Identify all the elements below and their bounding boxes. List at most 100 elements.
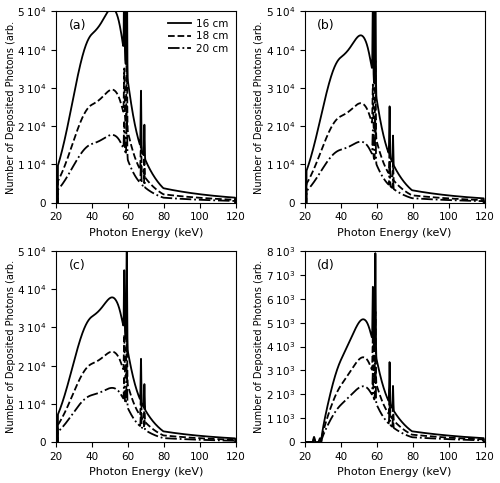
16 cm <box>138 393 144 398</box>
18 cm <box>130 398 136 404</box>
18 cm <box>124 38 130 44</box>
20 cm <box>432 197 438 202</box>
Text: (b): (b) <box>318 19 335 32</box>
X-axis label: Photon Energy (keV): Photon Energy (keV) <box>89 468 203 477</box>
18 cm <box>378 155 384 161</box>
18 cm <box>53 439 59 445</box>
16 cm <box>378 373 384 379</box>
16 cm <box>228 194 234 200</box>
Line: 20 cm: 20 cm <box>304 356 484 442</box>
16 cm <box>233 200 239 206</box>
16 cm <box>476 195 482 201</box>
16 cm <box>218 435 224 440</box>
18 cm <box>302 439 308 445</box>
16 cm <box>302 200 308 206</box>
18 cm <box>184 194 190 199</box>
18 cm <box>233 200 239 206</box>
20 cm <box>302 439 308 445</box>
18 cm <box>218 436 224 442</box>
20 cm <box>184 436 190 442</box>
18 cm <box>228 197 234 202</box>
20 cm <box>432 436 438 441</box>
18 cm <box>432 195 438 200</box>
18 cm <box>372 309 378 314</box>
16 cm <box>184 189 190 195</box>
Text: (a): (a) <box>68 19 86 32</box>
16 cm <box>53 439 59 445</box>
18 cm <box>138 163 144 169</box>
16 cm <box>128 104 134 110</box>
20 cm <box>130 170 136 175</box>
18 cm <box>387 408 393 414</box>
Line: 16 cm: 16 cm <box>304 0 484 203</box>
16 cm <box>124 232 130 238</box>
20 cm <box>476 437 482 443</box>
18 cm <box>467 197 473 202</box>
Line: 18 cm: 18 cm <box>304 312 484 442</box>
20 cm <box>476 198 482 204</box>
20 cm <box>184 196 190 202</box>
18 cm <box>482 200 488 206</box>
18 cm <box>476 436 482 442</box>
Y-axis label: Number of Deposited Photons (arb.: Number of Deposited Photons (arb. <box>254 21 264 194</box>
18 cm <box>378 151 384 156</box>
18 cm <box>482 439 488 445</box>
16 cm <box>378 117 384 123</box>
20 cm <box>387 180 393 186</box>
20 cm <box>218 438 224 443</box>
16 cm <box>138 137 144 143</box>
Line: 20 cm: 20 cm <box>56 365 236 442</box>
20 cm <box>124 103 130 109</box>
18 cm <box>184 435 190 440</box>
18 cm <box>378 393 384 399</box>
20 cm <box>467 437 473 443</box>
20 cm <box>372 354 378 359</box>
Line: 16 cm: 16 cm <box>304 253 484 442</box>
18 cm <box>130 149 136 155</box>
20 cm <box>387 419 393 425</box>
16 cm <box>432 191 438 197</box>
18 cm <box>53 200 59 206</box>
20 cm <box>218 198 224 203</box>
Text: (d): (d) <box>318 258 335 271</box>
Line: 16 cm: 16 cm <box>56 0 236 203</box>
18 cm <box>387 168 393 173</box>
20 cm <box>372 113 378 118</box>
20 cm <box>467 198 473 204</box>
16 cm <box>467 195 473 200</box>
X-axis label: Photon Energy (keV): Photon Energy (keV) <box>338 228 452 238</box>
Line: 18 cm: 18 cm <box>56 41 236 203</box>
20 cm <box>138 178 144 184</box>
16 cm <box>482 200 488 206</box>
16 cm <box>130 113 136 118</box>
Y-axis label: Number of Deposited Photons (arb.: Number of Deposited Photons (arb. <box>6 21 16 194</box>
20 cm <box>378 409 384 415</box>
16 cm <box>233 439 239 445</box>
18 cm <box>432 434 438 440</box>
16 cm <box>302 439 308 445</box>
16 cm <box>378 125 384 130</box>
20 cm <box>378 172 384 178</box>
18 cm <box>372 57 378 63</box>
16 cm <box>476 435 482 441</box>
16 cm <box>53 200 59 206</box>
20 cm <box>482 200 488 206</box>
20 cm <box>138 422 144 427</box>
18 cm <box>138 410 144 416</box>
18 cm <box>302 200 308 206</box>
16 cm <box>128 368 134 374</box>
18 cm <box>124 310 130 316</box>
Line: 18 cm: 18 cm <box>56 313 236 442</box>
16 cm <box>432 431 438 437</box>
16 cm <box>467 434 473 440</box>
20 cm <box>228 438 234 443</box>
16 cm <box>218 194 224 199</box>
16 cm <box>130 374 136 380</box>
18 cm <box>228 437 234 442</box>
Line: 20 cm: 20 cm <box>56 106 236 203</box>
16 cm <box>482 439 488 445</box>
18 cm <box>128 395 134 400</box>
Text: (c): (c) <box>68 258 86 271</box>
20 cm <box>128 167 134 172</box>
20 cm <box>378 170 384 175</box>
